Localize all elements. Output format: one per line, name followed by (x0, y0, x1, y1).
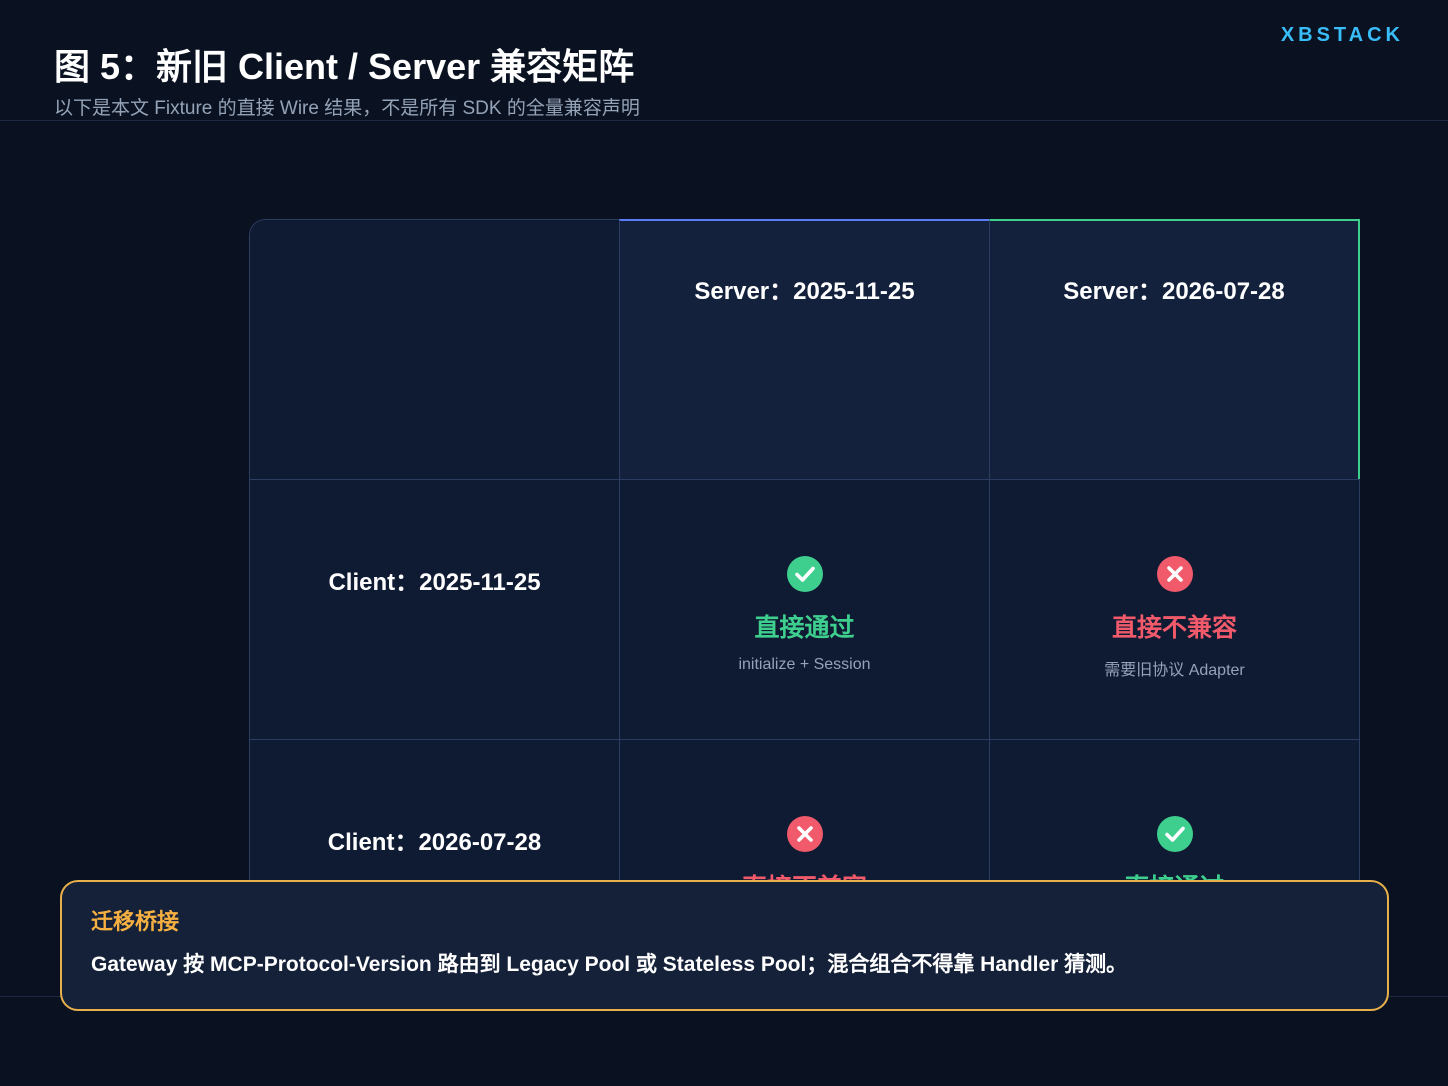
status-note: 需要旧协议 Adapter (1104, 662, 1245, 679)
status-note: initialize + Session (738, 656, 871, 673)
callout-body: Gateway 按 MCP-Protocol-Version 路由到 Legac… (91, 953, 1128, 976)
matrix-cell: 直接不兼容 需要旧协议 Adapter (989, 479, 1360, 740)
x-circle-icon (1156, 556, 1193, 592)
row-header-label: Client：2026-07-28 (327, 829, 542, 856)
migration-callout: 迁移桥接 Gateway 按 MCP-Protocol-Version 路由到 … (60, 880, 1389, 1011)
header-divider (0, 120, 1448, 121)
column-header-label: Server：2025-11-25 (694, 278, 915, 305)
x-circle-icon (786, 816, 823, 852)
matrix-row-header: Client：2025-11-25 (249, 479, 620, 740)
page-subtitle: 以下是本文 Fixture 的直接 Wire 结果，不是所有 SDK 的全量兼容… (54, 98, 640, 119)
status-label: 直接不兼容 (1111, 614, 1237, 642)
row-header-label: Client：2025-11-25 (328, 569, 541, 596)
matrix-corner-cell (249, 219, 620, 480)
matrix-column-header: Server：2025-11-25 (619, 219, 990, 480)
column-header-label: Server：2026-07-28 (1063, 278, 1285, 305)
check-circle-icon (1156, 816, 1193, 852)
brand-logo: XBSTACK (1280, 24, 1404, 46)
status-label: 直接通过 (754, 614, 855, 642)
callout-title: 迁移桥接 (91, 909, 180, 934)
page-title: 图 5：新旧 Client / Server 兼容矩阵 (54, 46, 635, 87)
matrix-column-header: Server：2026-07-28 (989, 219, 1360, 480)
check-circle-icon (786, 556, 823, 592)
compatibility-matrix: Server：2025-11-25 Server：2026-07-28 Clie… (249, 219, 1361, 919)
matrix-cell: 直接通过 initialize + Session (619, 479, 990, 740)
